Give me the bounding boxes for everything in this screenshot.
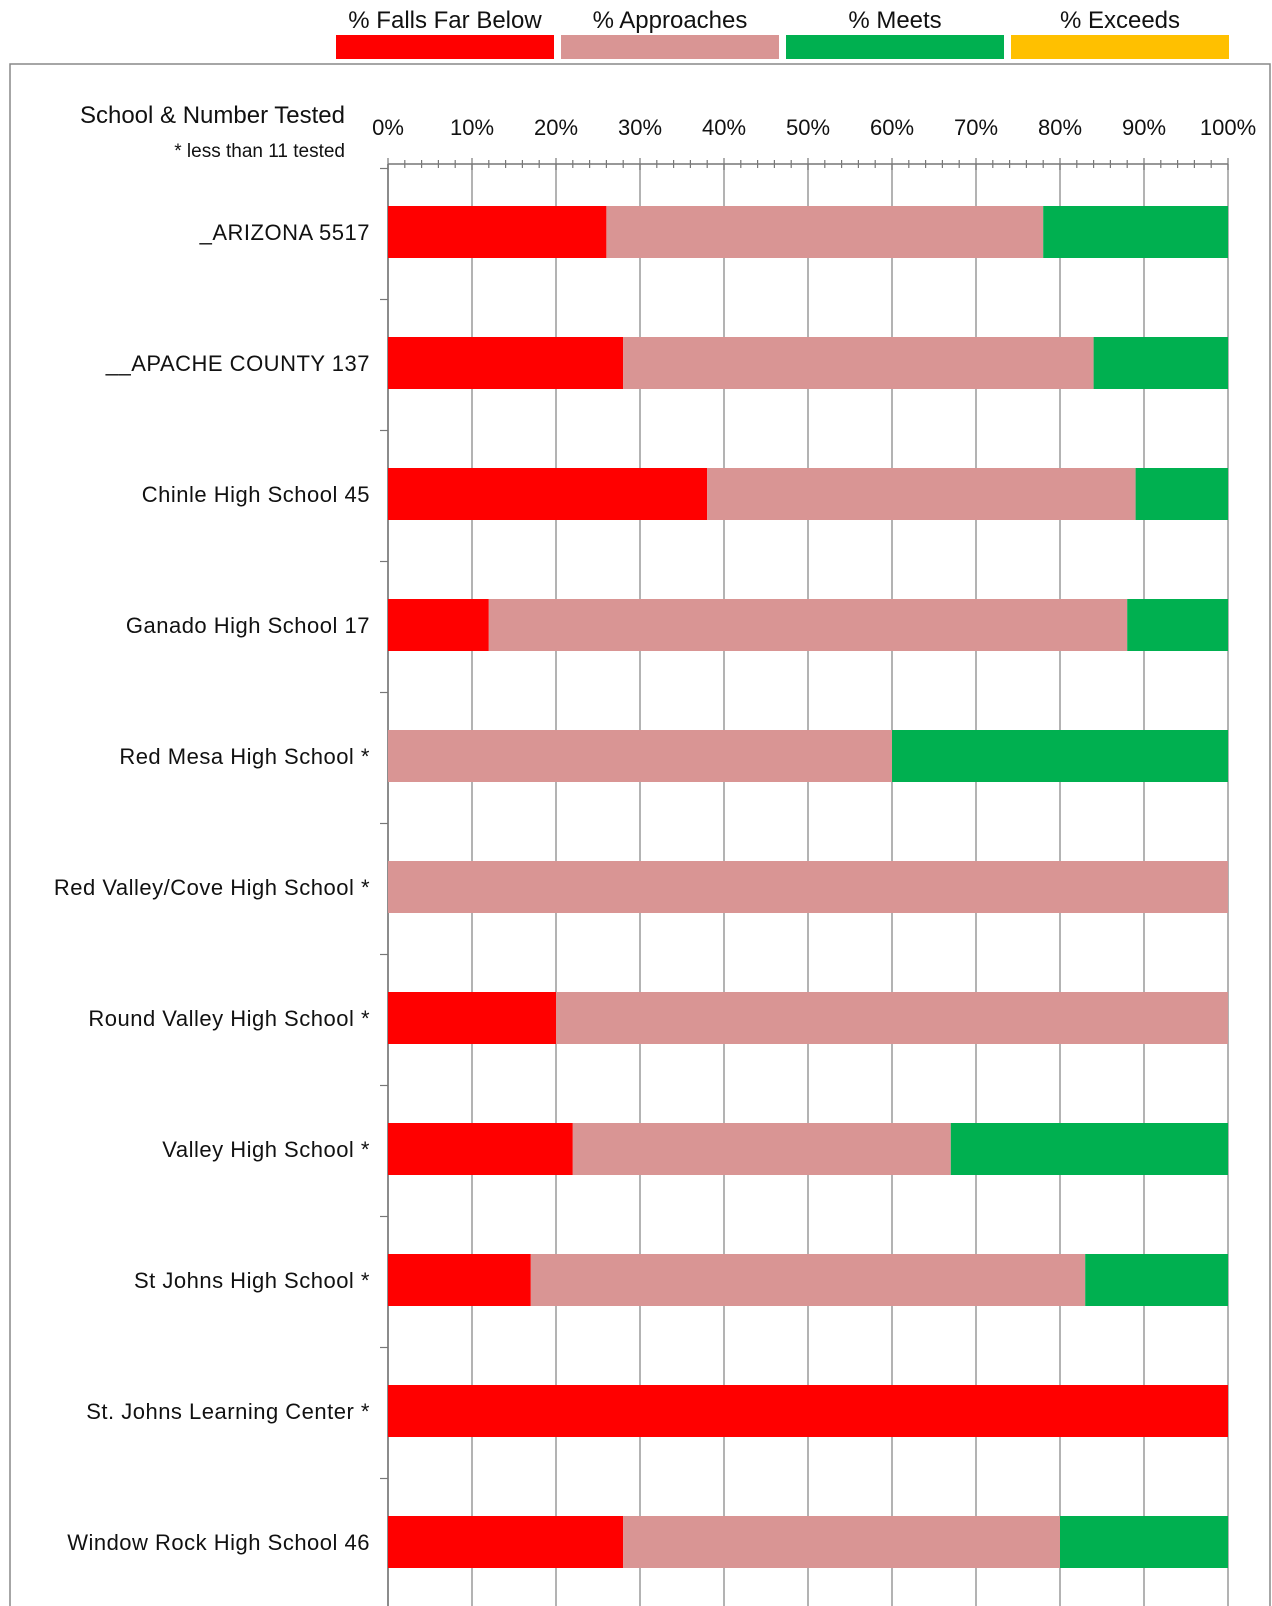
x-tick-label: 0%	[372, 115, 404, 140]
bar-segment	[623, 337, 1094, 389]
row-label: Ganado High School 17	[126, 613, 370, 638]
legend-swatch-2	[561, 35, 779, 59]
plot-area-frame	[9, 63, 1271, 1606]
bar-segment	[388, 337, 624, 389]
bar-segment	[388, 1385, 1228, 1437]
x-tick-label: 90%	[1122, 115, 1166, 140]
x-tick-label: 40%	[702, 115, 746, 140]
legend-label-3: % Meets	[848, 7, 941, 34]
axis-title-note: * less than 11 tested	[174, 141, 345, 162]
bar-segment	[556, 992, 1228, 1044]
bar-segment	[388, 861, 1228, 913]
bar-segment	[606, 206, 1044, 258]
x-tick-label: 50%	[786, 115, 830, 140]
bar-segment	[572, 1123, 951, 1175]
bar-segment	[950, 1123, 1228, 1175]
bar-segment	[388, 992, 556, 1044]
legend-label-4: % Exceeds	[1060, 7, 1180, 34]
x-tick-label: 20%	[534, 115, 578, 140]
bar-segment	[1085, 1254, 1228, 1306]
bar-segment	[488, 599, 1128, 651]
bars	[388, 206, 1228, 1568]
bar-segment	[892, 730, 1228, 782]
bar-segment	[1127, 599, 1228, 651]
row-label: Red Mesa High School *	[119, 744, 370, 769]
row-label: St. Johns Learning Center *	[86, 1399, 370, 1424]
legend: % Falls Far Below % Approaches % Meets % Ex…	[336, 7, 1229, 59]
row-label: Red Valley/Cove High School *	[54, 875, 370, 900]
bar-segment	[1135, 468, 1228, 520]
bar-segment	[530, 1254, 1086, 1306]
bar-segment	[707, 468, 1136, 520]
legend-label-1: % Falls Far Below	[348, 7, 542, 34]
x-tick-label: 100%	[1200, 115, 1256, 140]
x-tick-label: 60%	[870, 115, 914, 140]
row-label: St Johns High School *	[134, 1268, 370, 1293]
axis-title: School & Number Tested	[80, 102, 345, 129]
bar-segment	[388, 468, 708, 520]
row-labels: _ARIZONA 5517 __APACHE COUNTY 137 Chinle H…	[54, 220, 370, 1555]
row-label: Chinle High School 45	[142, 482, 370, 507]
x-tick-label: 70%	[954, 115, 998, 140]
legend-swatch-1	[336, 35, 554, 59]
legend-swatch-3	[786, 35, 1004, 59]
bar-segment	[388, 599, 489, 651]
row-label: Valley High School *	[162, 1137, 370, 1162]
bar-segment	[623, 1516, 1060, 1568]
x-tick-label: 80%	[1038, 115, 1082, 140]
bar-segment	[388, 1123, 573, 1175]
bar-segment	[1060, 1516, 1228, 1568]
row-label: _ARIZONA 5517	[199, 220, 370, 245]
bar-segment	[1043, 206, 1228, 258]
legend-label-2: % Approaches	[593, 7, 748, 34]
legend-swatch-4	[1011, 35, 1229, 59]
x-tick-label: 10%	[450, 115, 494, 140]
bar-segment	[388, 206, 607, 258]
bar-segment	[1093, 337, 1228, 389]
row-label: __APACHE COUNTY 137	[105, 351, 370, 376]
bar-segment	[388, 730, 892, 782]
row-label: Round Valley High School *	[88, 1006, 370, 1031]
bar-segment	[388, 1254, 531, 1306]
bar-segment	[388, 1516, 624, 1568]
x-tick-label: 30%	[618, 115, 662, 140]
row-label: Window Rock High School 46	[67, 1530, 370, 1555]
x-axis-tick-labels: 0% 10% 20% 30% 40% 50% 60% 70% 80% 90% 100%	[372, 115, 1256, 140]
